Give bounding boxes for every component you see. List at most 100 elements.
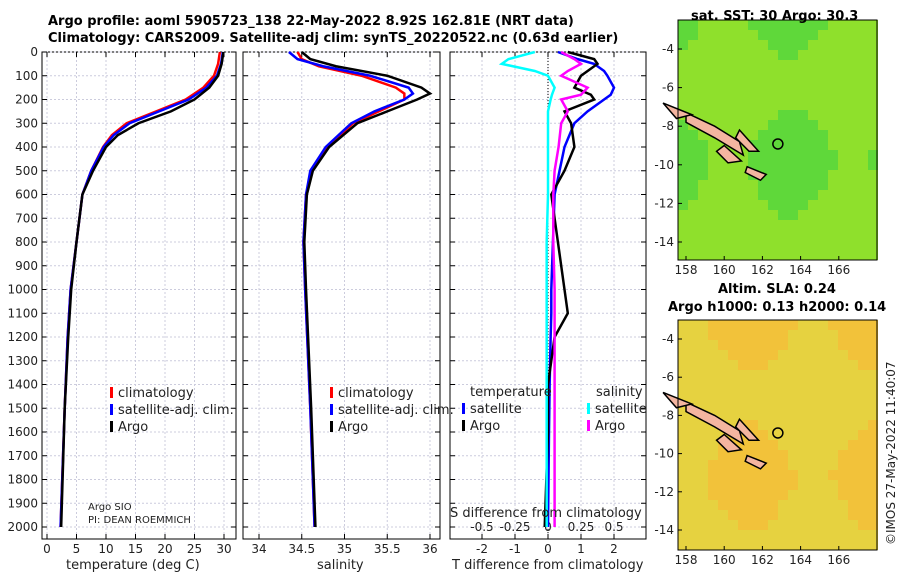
sst-map-cell: [728, 30, 738, 40]
sla-map-cell: [828, 350, 838, 360]
sla-map-cell: [768, 360, 778, 370]
sla-map-cell: [758, 320, 768, 330]
sla-map-cell: [718, 410, 728, 420]
sla-map-cell: [798, 520, 808, 530]
sla-map-cell: [788, 370, 798, 380]
salinity-argo-line: [300, 51, 433, 528]
sst-map-cell: [738, 40, 748, 50]
sla-map-cell: [808, 490, 818, 500]
sst-map-cell: [868, 250, 878, 260]
sla-map-cell: [678, 460, 688, 470]
sla-map-cell: [738, 410, 748, 420]
sla-map-cell: [858, 400, 868, 410]
sla-map-cell: [858, 340, 868, 350]
sst-map-cell: [698, 30, 708, 40]
sla-map-cell: [778, 510, 788, 520]
sla-map-cell: [838, 500, 848, 510]
sla-map-cell: [748, 510, 758, 520]
sla-map-cell: [718, 330, 728, 340]
sst-map-cell: [728, 240, 738, 250]
sla-map-cell: [858, 380, 868, 390]
sla-map-cell: [718, 510, 728, 520]
sla-map-cell: [838, 450, 848, 460]
sla-map-cell: [748, 370, 758, 380]
sla-map-cell: [738, 340, 748, 350]
sla-map-cell: [738, 480, 748, 490]
sla-map-cell: [868, 360, 878, 370]
sst-map-cell: [778, 220, 788, 230]
sst-map-cell: [718, 80, 728, 90]
sla-map-cell: [788, 470, 798, 480]
sal-tick-label: 35: [337, 542, 352, 556]
sst-map-cell: [788, 30, 798, 40]
sst-map-cell: [798, 200, 808, 210]
sla-map-cell: [788, 420, 798, 430]
sst-map-cell: [848, 170, 858, 180]
sst-map-cell: [738, 170, 748, 180]
sdiff-legend-swatch: [587, 403, 590, 414]
sst-map-cell: [768, 220, 778, 230]
island: [662, 102, 695, 120]
sst-map-cell: [728, 20, 738, 30]
sla-map-cell: [698, 380, 708, 390]
sla-map-cell: [768, 470, 778, 480]
sla-map-cell: [748, 400, 758, 410]
sst-map-cell: [768, 250, 778, 260]
sla-map-cell: [868, 340, 878, 350]
sst-map-cell: [808, 240, 818, 250]
sla-map-cell: [728, 530, 738, 540]
sla-map-cell: [728, 480, 738, 490]
depth-tick-label: 1500: [7, 401, 38, 415]
sst-map-cell: [798, 110, 808, 120]
sla-map-cell: [768, 540, 778, 550]
sla-map-cell: [748, 420, 758, 430]
sla-map-cell: [858, 540, 868, 550]
island: [744, 165, 768, 182]
sla-map-cell: [818, 350, 828, 360]
island: [734, 417, 761, 441]
sla-map-cell: [698, 370, 708, 380]
sla-map-cell: [868, 510, 878, 520]
sst-map-cell: [698, 190, 708, 200]
sla-map-cell: [688, 520, 698, 530]
sst-map-cell: [828, 130, 838, 140]
sst-map-cell: [748, 60, 758, 70]
sla-map-cell: [768, 530, 778, 540]
sla-map-cell: [808, 460, 818, 470]
sst-map-cell: [738, 100, 748, 110]
sst-map-cell: [808, 180, 818, 190]
sla-map-cell: [678, 470, 688, 480]
sst-map-cell: [838, 170, 848, 180]
sst-map-cell: [808, 100, 818, 110]
sla-map-cell: [718, 480, 728, 490]
sla-map-cell: [818, 380, 828, 390]
sst-map-cell: [678, 20, 688, 30]
sla-map-cell: [858, 510, 868, 520]
sst-map-cell: [848, 210, 858, 220]
sst-map-cell: [788, 240, 798, 250]
sst-map-cell: [808, 230, 818, 240]
sst-map-cell: [728, 220, 738, 230]
sla-map-cell: [818, 330, 828, 340]
sst-map-cell: [848, 90, 858, 100]
sst-map-cell: [698, 160, 708, 170]
sst-map-cell: [708, 170, 718, 180]
depth-tick-label: 1200: [7, 330, 38, 344]
sst-map-cell: [728, 40, 738, 50]
sst-map-cell: [828, 90, 838, 100]
sla-map-cell: [758, 470, 768, 480]
sst-map-cell: [748, 80, 758, 90]
sla-map-cell: [848, 420, 858, 430]
timestamp: ©IMOS 27-May-2022 11:40:07: [884, 361, 898, 545]
sst-map-cell: [798, 120, 808, 130]
sal-tick-label: 34.5: [288, 542, 315, 556]
sla-map-cell: [818, 320, 828, 330]
sst-map-cell: [818, 20, 828, 30]
sst-map-cell: [748, 40, 758, 50]
sst-map-cell: [818, 90, 828, 100]
sla-map-cell: [678, 390, 688, 400]
lat-tick-label: -8: [662, 408, 674, 422]
sst-map-cell: [858, 220, 868, 230]
sst-map-cell: [678, 100, 688, 110]
sla-map-cell: [728, 410, 738, 420]
